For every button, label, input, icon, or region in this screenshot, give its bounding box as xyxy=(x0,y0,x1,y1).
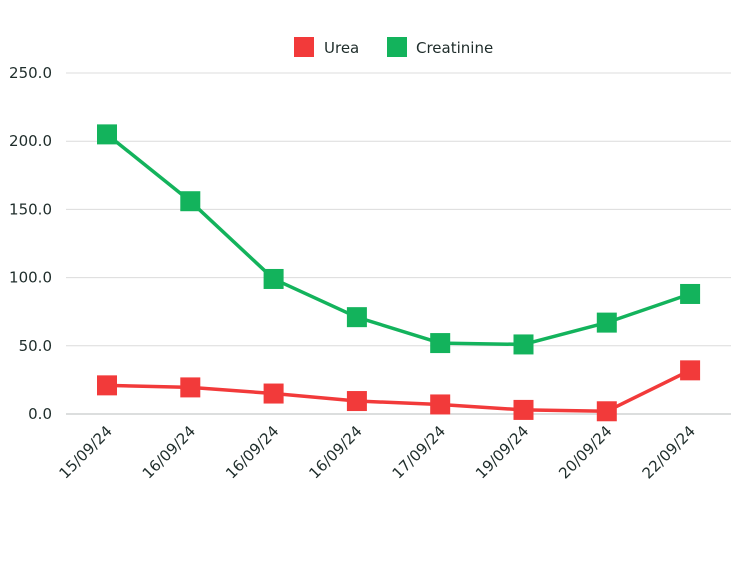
data-point xyxy=(680,360,701,381)
x-axis: 15/09/24 16/09/24 16/09/24 16/09/24 17/09/24… xyxy=(55,422,698,482)
data-point xyxy=(346,391,367,412)
data-point xyxy=(97,375,117,396)
x-tick-label: 17/09/24 xyxy=(389,422,449,482)
x-tick-label: 19/09/24 xyxy=(472,422,532,482)
series-layer xyxy=(97,124,701,422)
data-point xyxy=(97,124,117,145)
data-point xyxy=(513,334,534,355)
data-point xyxy=(430,333,451,354)
series-urea xyxy=(97,360,701,422)
x-tick-label: 20/09/24 xyxy=(555,422,615,482)
series-line xyxy=(105,132,692,347)
x-tick-label: 16/09/24 xyxy=(305,422,365,482)
data-point xyxy=(430,394,451,415)
data-point xyxy=(263,383,284,404)
grid-lines xyxy=(66,72,731,415)
legend-swatch-urea xyxy=(294,37,314,57)
x-tick-label: 16/09/24 xyxy=(222,422,282,482)
data-point xyxy=(180,377,201,398)
legend-label-urea: Urea xyxy=(324,39,359,57)
legend-label-creatinine: Creatinine xyxy=(416,39,493,57)
y-tick-label: 150.0 xyxy=(9,200,52,218)
data-point xyxy=(180,191,201,212)
series-line xyxy=(105,368,692,414)
data-point xyxy=(513,399,534,420)
y-tick-label: 100.0 xyxy=(9,269,52,287)
y-tick-label: 200.0 xyxy=(9,132,52,150)
legend: Urea Creatinine xyxy=(294,37,493,57)
y-axis: 0.0 50.0 100.0 150.0 200.0 250.0 xyxy=(9,64,52,423)
y-tick-label: 250.0 xyxy=(9,64,52,82)
legend-swatch-creatinine xyxy=(387,37,407,57)
data-point xyxy=(346,307,367,328)
y-tick-label: 0.0 xyxy=(28,405,52,423)
data-point xyxy=(680,283,701,304)
data-point xyxy=(596,401,617,422)
x-tick-label: 22/09/24 xyxy=(639,422,699,482)
y-tick-label: 50.0 xyxy=(19,337,52,355)
data-point xyxy=(596,312,617,333)
data-point xyxy=(263,268,284,289)
x-tick-label: 16/09/24 xyxy=(139,422,199,482)
series-creatinine xyxy=(97,124,701,355)
x-tick-label: 15/09/24 xyxy=(55,422,115,482)
